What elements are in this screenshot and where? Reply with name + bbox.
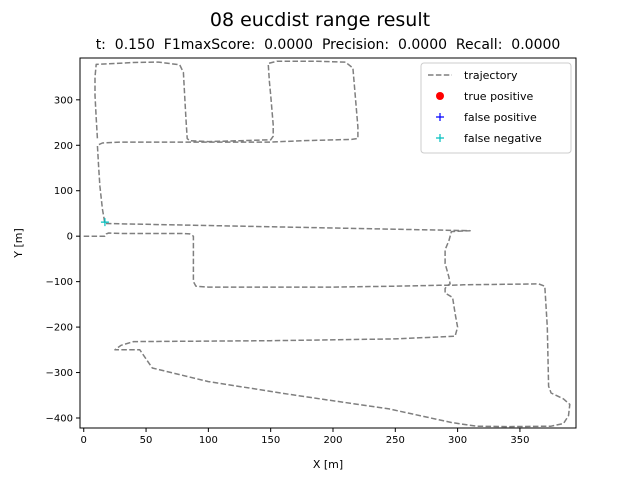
x-tick-label: 100 xyxy=(199,435,218,446)
x-tick-label: 250 xyxy=(386,435,405,446)
false-negative-point xyxy=(100,218,109,227)
x-tick-label: 150 xyxy=(261,435,280,446)
chart-title: 08 eucdist range result xyxy=(210,9,430,31)
x-tick-label: 350 xyxy=(510,435,529,446)
y-axis-label: Y [m] xyxy=(12,228,25,259)
x-tick-label: 0 xyxy=(81,435,87,446)
y-tick-label: 0 xyxy=(67,232,73,243)
trajectory-line xyxy=(83,60,571,428)
x-tick-label: 300 xyxy=(448,435,467,446)
legend-label-false-positive: false positive xyxy=(464,111,537,124)
legend-swatch-false-positive xyxy=(436,113,444,121)
y-tick-label: −300 xyxy=(46,368,73,379)
legend-label-false-negative: false negative xyxy=(464,132,542,145)
legend: trajectory true positive false positive fal… xyxy=(420,62,572,154)
legend-swatch-false-negative xyxy=(436,134,444,142)
y-tick-label: −100 xyxy=(46,277,73,288)
y-tick-label: −400 xyxy=(46,414,73,425)
x-axis-label: X [m] xyxy=(313,458,343,471)
legend-swatch-true-positive xyxy=(436,92,444,100)
legend-label-true-positive: true positive xyxy=(464,90,533,103)
plot-frame xyxy=(79,57,577,429)
y-tick-label: 100 xyxy=(54,186,73,197)
legend-box xyxy=(420,62,572,154)
legend-label-trajectory: trajectory xyxy=(464,69,518,82)
x-tick-label: 200 xyxy=(323,435,342,446)
chart-subtitle: t: 0.150 F1maxScore: 0.0000 Precision: 0… xyxy=(96,37,561,53)
y-tick-label: 300 xyxy=(54,95,73,106)
y-tick-label: −200 xyxy=(46,323,73,334)
y-tick-label: 200 xyxy=(54,141,73,152)
x-tick-label: 50 xyxy=(140,435,153,446)
